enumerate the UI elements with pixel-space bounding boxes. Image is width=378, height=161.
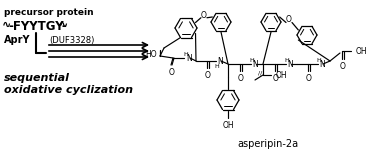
Text: N: N — [186, 53, 192, 62]
Text: N: N — [287, 60, 293, 68]
Text: AprY: AprY — [4, 35, 31, 45]
Text: ∿: ∿ — [59, 20, 68, 30]
Text: O: O — [306, 74, 312, 83]
Text: ∿: ∿ — [2, 20, 11, 30]
Text: oxidative cyclization: oxidative cyclization — [4, 85, 133, 95]
Text: sequential: sequential — [4, 73, 70, 83]
Text: H: H — [184, 52, 188, 57]
Text: asperipin-2a: asperipin-2a — [237, 139, 299, 149]
Text: OH: OH — [222, 121, 234, 130]
Text: O: O — [286, 15, 292, 24]
Text: O: O — [238, 74, 244, 83]
Text: O: O — [201, 11, 207, 20]
Text: O: O — [273, 74, 279, 83]
Text: precursor protein: precursor protein — [4, 8, 94, 17]
Text: H: H — [317, 57, 321, 62]
Text: O: O — [169, 68, 175, 77]
Text: HO: HO — [146, 49, 157, 58]
Text: H: H — [285, 57, 290, 62]
Text: H: H — [249, 57, 254, 62]
Text: OH: OH — [276, 71, 288, 80]
Text: OH: OH — [356, 47, 368, 56]
Text: N: N — [217, 57, 223, 66]
Text: O: O — [205, 71, 211, 80]
Text: //: // — [258, 71, 262, 76]
Text: N: N — [252, 60, 258, 68]
Text: H: H — [215, 63, 219, 68]
Text: N: N — [319, 60, 325, 68]
Text: O: O — [340, 62, 346, 71]
Text: -FYYTGY-: -FYYTGY- — [8, 20, 67, 33]
Text: (DUF3328): (DUF3328) — [49, 35, 94, 44]
